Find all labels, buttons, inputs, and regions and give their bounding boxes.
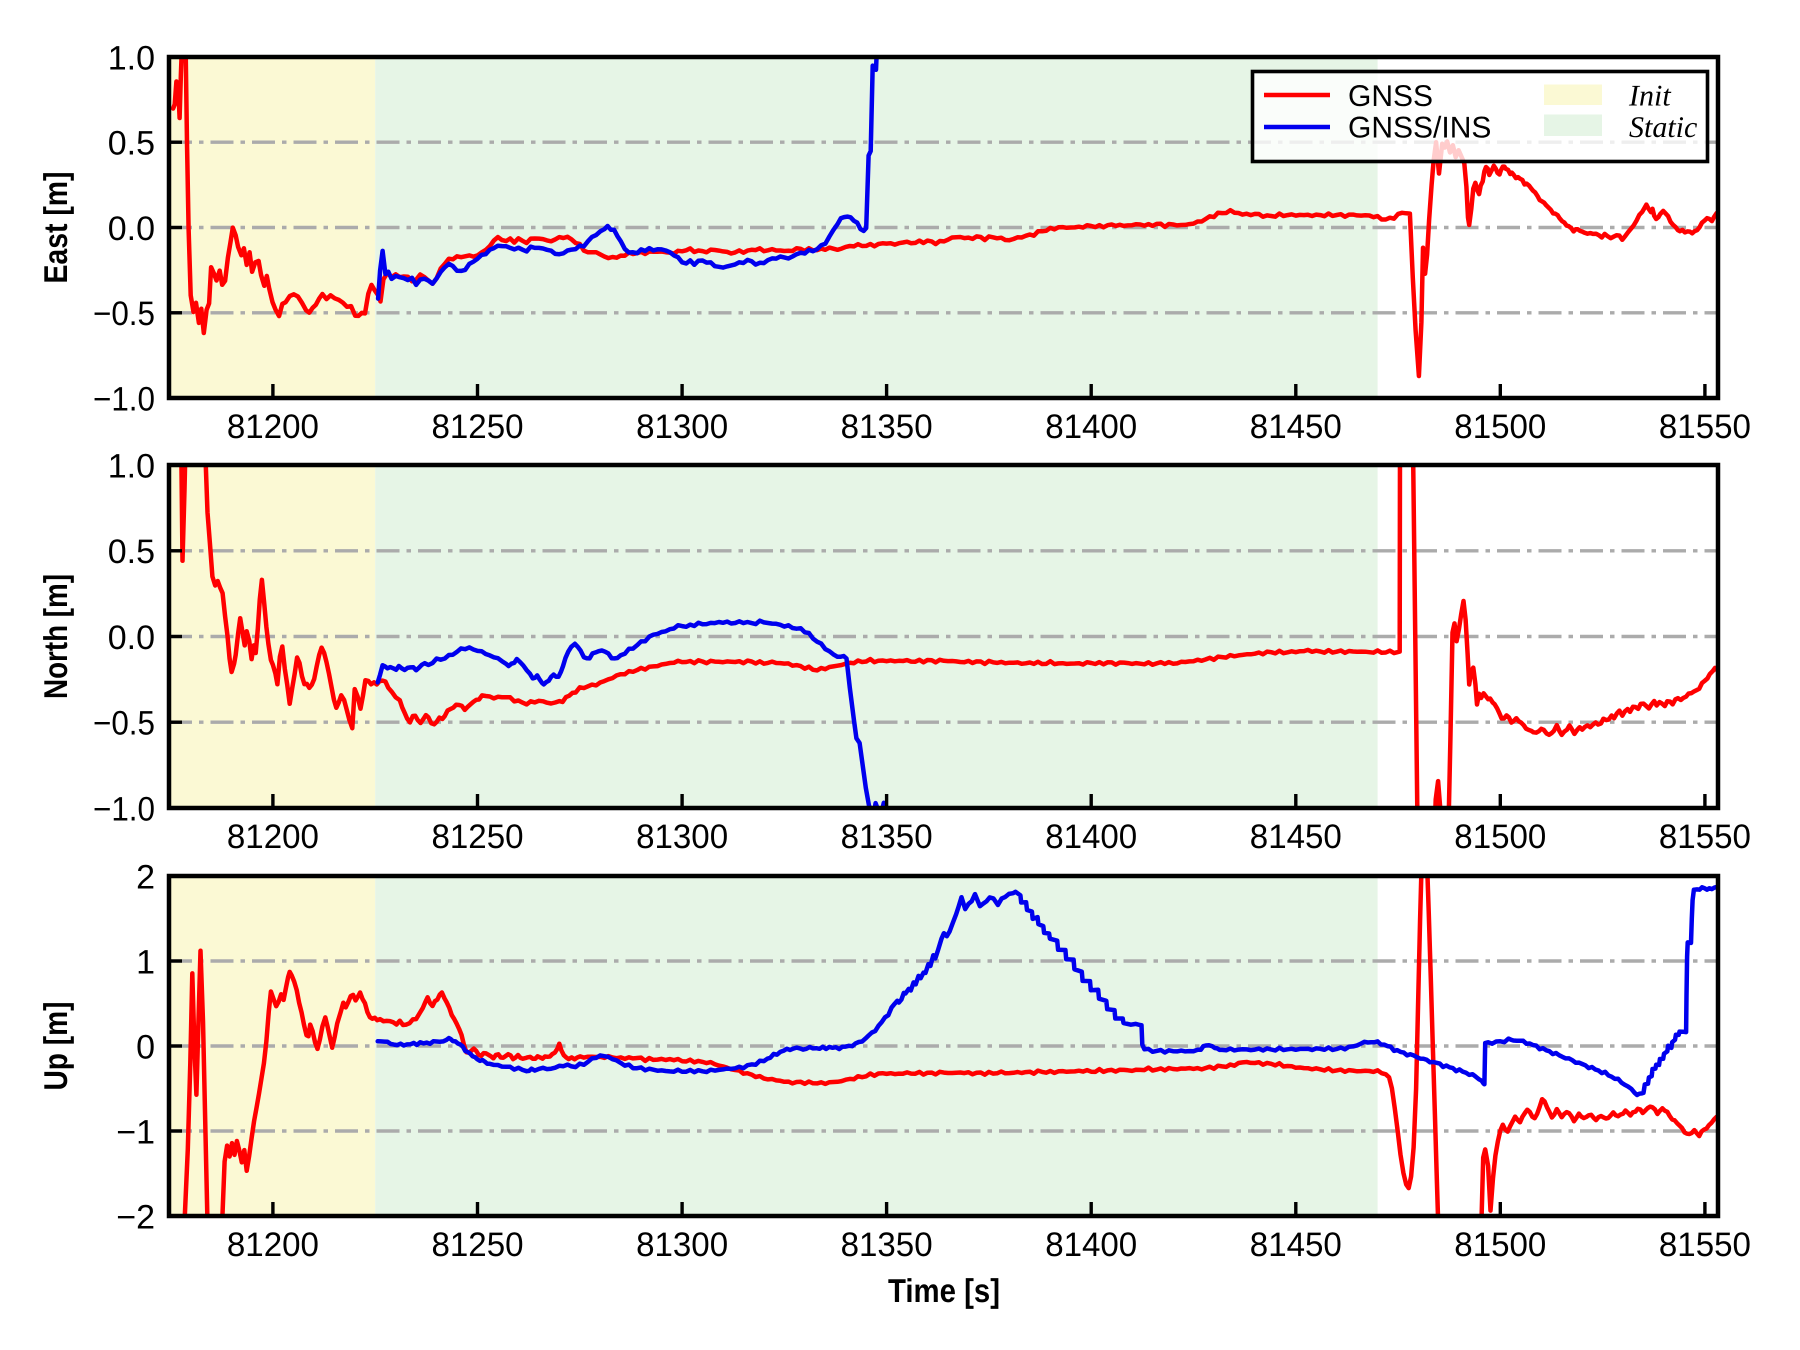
svg-text:81450: 81450 <box>1250 408 1342 446</box>
svg-text:1: 1 <box>136 943 155 981</box>
svg-text:GNSS/INS: GNSS/INS <box>1348 112 1491 145</box>
svg-text:81500: 81500 <box>1454 1226 1546 1264</box>
svg-text:0: 0 <box>136 1028 155 1066</box>
svg-text:East [m]: East [m] <box>37 172 74 284</box>
svg-text:Static: Static <box>1629 111 1697 144</box>
svg-text:81300: 81300 <box>636 408 728 446</box>
svg-text:−0.5: −0.5 <box>93 705 155 743</box>
svg-text:81250: 81250 <box>432 1226 524 1264</box>
svg-text:81550: 81550 <box>1659 1226 1751 1264</box>
svg-text:81450: 81450 <box>1250 1226 1342 1264</box>
svg-text:0.0: 0.0 <box>108 619 155 657</box>
svg-text:North [m]: North [m] <box>37 574 74 699</box>
svg-text:0.0: 0.0 <box>108 210 155 248</box>
svg-text:81200: 81200 <box>227 408 319 446</box>
svg-text:81250: 81250 <box>432 818 524 856</box>
svg-text:−2: −2 <box>116 1198 155 1236</box>
svg-text:Time [s]: Time [s] <box>888 1272 1000 1309</box>
svg-text:Init: Init <box>1628 80 1671 113</box>
svg-text:81300: 81300 <box>636 818 728 856</box>
svg-text:0.5: 0.5 <box>108 533 155 571</box>
svg-text:−0.5: −0.5 <box>93 295 155 333</box>
svg-text:81450: 81450 <box>1250 818 1342 856</box>
svg-text:−1: −1 <box>116 1113 155 1151</box>
svg-text:81550: 81550 <box>1659 408 1751 446</box>
svg-text:81400: 81400 <box>1045 408 1137 446</box>
svg-text:81350: 81350 <box>841 1226 933 1264</box>
svg-text:0.5: 0.5 <box>108 125 155 163</box>
svg-text:81200: 81200 <box>227 1226 319 1264</box>
svg-text:81350: 81350 <box>841 408 933 446</box>
svg-text:81500: 81500 <box>1454 818 1546 856</box>
svg-text:81500: 81500 <box>1454 408 1546 446</box>
svg-text:81400: 81400 <box>1045 1226 1137 1264</box>
svg-text:GNSS: GNSS <box>1348 80 1433 113</box>
svg-text:−1.0: −1.0 <box>93 790 155 828</box>
svg-text:81200: 81200 <box>227 818 319 856</box>
svg-text:1.0: 1.0 <box>108 39 155 77</box>
svg-text:2: 2 <box>136 858 155 896</box>
svg-text:81250: 81250 <box>432 408 524 446</box>
svg-text:Up [m]: Up [m] <box>37 1002 74 1091</box>
svg-text:81350: 81350 <box>841 818 933 856</box>
svg-text:81400: 81400 <box>1045 818 1137 856</box>
svg-text:1.0: 1.0 <box>108 447 155 485</box>
svg-text:81300: 81300 <box>636 1226 728 1264</box>
svg-text:−1.0: −1.0 <box>93 380 155 418</box>
svg-text:81550: 81550 <box>1659 818 1751 856</box>
